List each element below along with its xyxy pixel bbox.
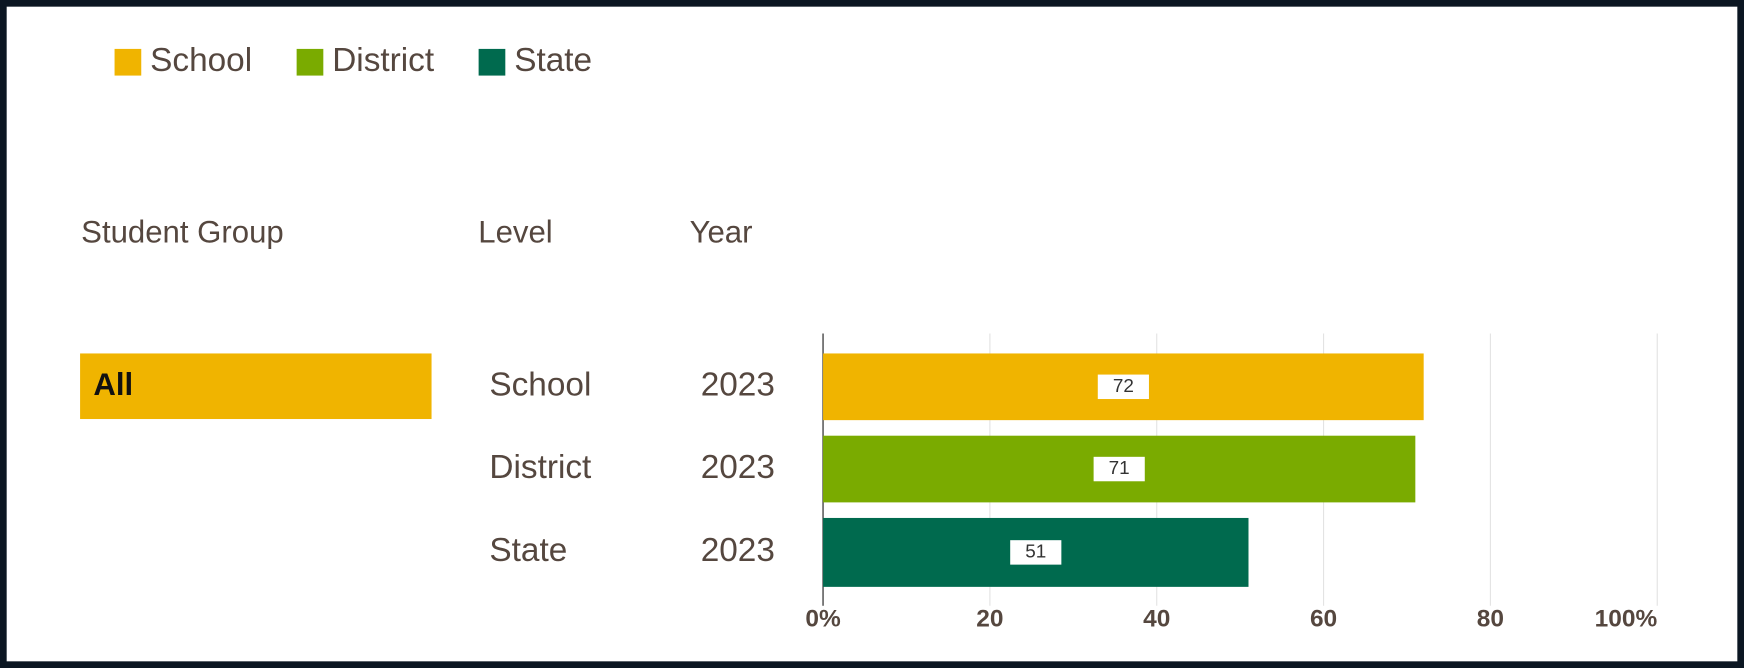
- column-header: Level: [478, 215, 552, 250]
- x-tick-label: 60: [1310, 606, 1337, 633]
- year-label: 2023: [701, 367, 775, 404]
- value-label-box: [1093, 456, 1145, 482]
- column-header: Student Group: [81, 215, 284, 250]
- level-label: District: [489, 449, 592, 486]
- level-label: State: [489, 532, 567, 569]
- x-tick-label: 100%: [1595, 606, 1658, 633]
- value-label-box: [1010, 540, 1062, 565]
- legend-label: State: [514, 42, 592, 79]
- year-label: 2023: [701, 532, 775, 569]
- legend-swatch: [296, 48, 324, 76]
- x-tick-label: 80: [1477, 606, 1504, 633]
- legend-swatch: [114, 48, 142, 76]
- value-label: 51: [1025, 541, 1046, 562]
- group-cell: [80, 353, 432, 420]
- legend-label: School: [150, 42, 252, 79]
- legend-swatch: [478, 48, 506, 76]
- value-label: 72: [1113, 376, 1134, 397]
- x-tick-label: 40: [1143, 606, 1170, 633]
- value-label: 71: [1109, 458, 1130, 479]
- column-header: Year: [690, 215, 753, 250]
- level-label: School: [489, 367, 591, 404]
- legend-label: District: [332, 42, 435, 79]
- value-label-box: [1097, 374, 1149, 400]
- group-label: All: [93, 367, 133, 402]
- year-label: 2023: [701, 449, 775, 486]
- x-tick-label: 0%: [805, 606, 841, 633]
- x-tick-label: 20: [976, 606, 1003, 633]
